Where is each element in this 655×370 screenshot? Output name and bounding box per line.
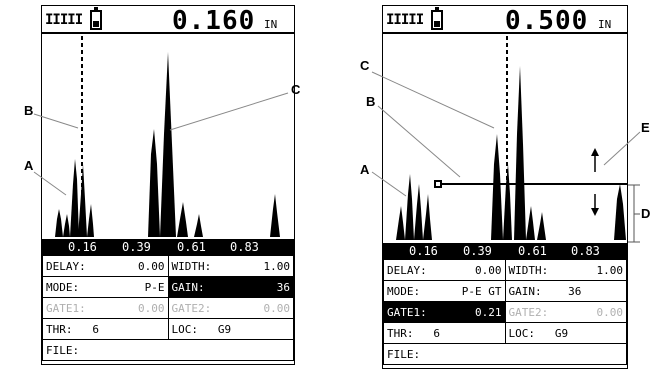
axis-tick-label: 0.39 bbox=[122, 240, 151, 254]
gate1-start-handle[interactable] bbox=[434, 180, 442, 188]
echo-burst-2 bbox=[491, 66, 546, 240]
leader-line-c-right bbox=[371, 71, 495, 129]
axis-tick-label: 0.61 bbox=[177, 240, 206, 254]
callout-a-right: A bbox=[360, 162, 370, 177]
status-header: IIIII 0.160 IN bbox=[42, 6, 294, 36]
gate2-cell[interactable]: GATE2: 0.00 bbox=[167, 297, 294, 319]
callout-d-right: D bbox=[641, 206, 651, 221]
axis-tick-label: 0.83 bbox=[230, 240, 259, 254]
waveform-display bbox=[383, 34, 627, 242]
file-cell[interactable]: FILE: bbox=[383, 343, 627, 365]
right-device-screen: IIIII 0.500 IN bbox=[382, 5, 628, 369]
depth-axis: 0.16 0.39 0.61 0.83 bbox=[42, 239, 294, 255]
axis-tick-label: 0.61 bbox=[518, 244, 547, 258]
echo-burst-1 bbox=[396, 174, 432, 240]
leader-line-a-left bbox=[33, 171, 67, 196]
settings-table: DELAY: 0.00 WIDTH: 1.00 MODE: P-E GT GAIN: … bbox=[383, 259, 627, 365]
waveform-svg bbox=[55, 36, 280, 237]
callout-c-right: C bbox=[360, 58, 370, 73]
leader-line-b-left bbox=[33, 113, 79, 129]
file-cell[interactable]: FILE: bbox=[42, 339, 294, 361]
axis-tick-label: 0.39 bbox=[463, 244, 492, 258]
echo-burst-3 bbox=[148, 52, 188, 237]
unit-label: IN bbox=[264, 18, 278, 31]
battery-icon bbox=[90, 7, 102, 30]
callout-b-right: B bbox=[366, 94, 376, 109]
axis-tick-label: 0.16 bbox=[409, 244, 438, 258]
echo-burst-4 bbox=[194, 194, 280, 237]
leader-line-e-right bbox=[603, 131, 641, 166]
left-device-screen: IIIII 0.160 IN bbox=[41, 5, 295, 365]
depth-axis: 0.16 0.39 0.61 0.83 bbox=[383, 243, 627, 259]
waveform-svg bbox=[396, 36, 627, 240]
unit-label: IN bbox=[598, 18, 612, 31]
callout-a-left: A bbox=[24, 158, 34, 173]
axis-tick-label: 0.83 bbox=[571, 244, 600, 258]
leader-line-a-right bbox=[371, 171, 407, 197]
axis-tick-label: 0.16 bbox=[68, 240, 97, 254]
battery-icon bbox=[431, 7, 443, 30]
leader-line-c-left bbox=[169, 92, 289, 131]
status-header: IIIII 0.500 IN bbox=[383, 6, 627, 36]
echo-burst-1 bbox=[55, 209, 70, 237]
signal-strength-icon: IIIII bbox=[386, 12, 424, 28]
gain-cell[interactable]: GAIN: 36 bbox=[504, 280, 627, 302]
delay-cell[interactable]: DELAY: 0.00 bbox=[383, 259, 506, 281]
gain-cell[interactable]: GAIN: 36 bbox=[167, 276, 294, 298]
callout-c-left: C bbox=[291, 82, 301, 97]
callout-e-right: E bbox=[641, 120, 650, 135]
thickness-reading: 0.160 bbox=[172, 6, 256, 36]
echo-burst-3 bbox=[614, 184, 626, 240]
waveform-display bbox=[42, 34, 294, 239]
callout-b-left: B bbox=[24, 103, 34, 118]
thickness-reading: 0.500 bbox=[505, 6, 589, 36]
signal-strength-icon: IIIII bbox=[45, 12, 83, 28]
settings-table: DELAY: 0.00 WIDTH: 1.00 MODE: P-E GAIN: 36 G… bbox=[42, 255, 294, 361]
leader-line-b-right bbox=[377, 105, 461, 178]
arrow-down-icon bbox=[591, 208, 599, 216]
arrow-up-icon bbox=[591, 148, 599, 156]
